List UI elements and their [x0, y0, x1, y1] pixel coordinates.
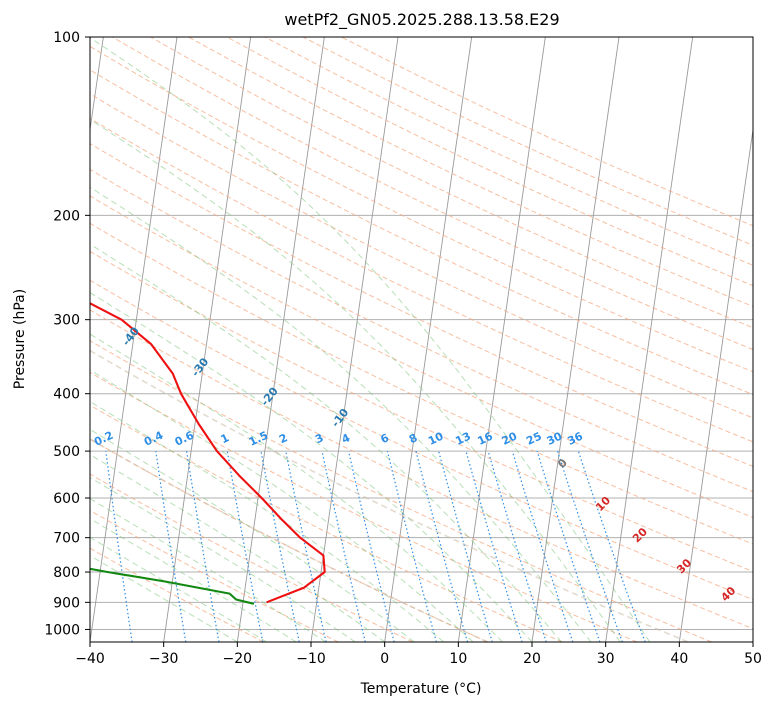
dry-adiabat: [90, 195, 753, 519]
dry-adiabat: [90, 371, 638, 642]
dry-adiabat: [90, 93, 753, 419]
dry-adiabat: [90, 69, 753, 396]
mixing-ratio-line: [511, 450, 574, 642]
y-tick-label: 800: [53, 565, 80, 581]
sounding-traces: [90, 302, 326, 605]
y-tick-label: 500: [53, 444, 80, 460]
mixing-ratio-line: [348, 450, 395, 642]
moist-adiabat: [90, 476, 356, 642]
mixing-ratio-label: 20: [500, 429, 520, 447]
dry-adiabat: [90, 222, 753, 545]
x-tick-label: 50: [744, 651, 762, 667]
isotherm: [310, 37, 399, 642]
isotherm: [90, 37, 178, 642]
y-tick-label: 300: [53, 313, 80, 329]
isotherm: [236, 37, 325, 642]
mixing-ratio-label: 13: [453, 430, 472, 448]
temperature-trace: [90, 302, 326, 604]
y-tick-label: 200: [53, 208, 80, 224]
dry-adiabat: [90, 117, 753, 443]
mixing-ratio-line: [577, 450, 646, 642]
x-tick-label: 40: [670, 651, 688, 667]
mixing-ratio-line: [386, 450, 437, 642]
y-tick-label: 100: [53, 30, 80, 46]
mixing-ratio-line: [415, 450, 469, 642]
mixing-ratio-label: 16: [476, 429, 496, 447]
mixing-ratio-line: [487, 450, 547, 642]
mixing-ratio-line: [536, 450, 601, 642]
chart-title: wetPf2_GN05.2025.288.13.58.E29: [284, 10, 559, 30]
moist-adiabat: [90, 517, 297, 642]
y-tick-label: 1000: [44, 622, 80, 638]
dry-adiabat: [90, 340, 712, 642]
moist-adiabat: [90, 369, 474, 642]
mixing-ratio-line: [321, 450, 366, 642]
moist-adiabat: [90, 454, 385, 642]
mixing-ratio-label: 10: [426, 429, 446, 447]
mixing-ratio-label: 30: [545, 429, 565, 447]
dry-adiabat: [90, 250, 753, 573]
isotherm: [678, 126, 753, 642]
moist-adiabat: [90, 243, 562, 642]
dry-adiabat: [90, 143, 753, 468]
y-axis-label: Pressure (hPa): [12, 289, 28, 389]
moist-adiabat: [90, 186, 592, 642]
mixing-ratio-line: [557, 450, 623, 642]
mixing-ratio-line: [465, 450, 523, 642]
moist-adiabat: [90, 118, 621, 642]
plot-frame: [89, 36, 754, 643]
dry-adiabat: [90, 279, 753, 601]
y-tick-label: 600: [53, 491, 80, 507]
x-tick-label: 10: [449, 651, 467, 667]
mixing-ratio-label: 25: [524, 430, 543, 448]
mixing-ratio-line: [438, 450, 493, 642]
dry-adiabat: [90, 438, 488, 642]
mixing-ratio-line: [285, 450, 327, 642]
moist-adiabat: [90, 37, 651, 642]
isotherm: [163, 37, 252, 642]
x-tick-label: −10: [296, 651, 326, 667]
background-lines: [90, 37, 753, 642]
dry-adiabat: [90, 547, 264, 642]
y-tick-label: 400: [53, 387, 80, 403]
y-tick-label: 900: [53, 595, 80, 611]
isotherm: [384, 37, 473, 642]
moist-adiabat: [90, 333, 503, 642]
x-tick-label: 20: [523, 651, 541, 667]
axis-ticks: −40 −30 −20 −10 0 10 20 30 40 50 100 200 300 400 500 60…: [44, 30, 762, 667]
moist-adiabat: [90, 536, 268, 642]
x-tick-label: −20: [223, 651, 253, 667]
x-tick-label: −40: [75, 651, 105, 667]
moist-adiabat: [90, 292, 533, 642]
mixing-ratio-line: [105, 451, 133, 642]
y-tick-label: 700: [53, 531, 80, 547]
mixing-ratio-label: 36: [566, 429, 586, 447]
moist-adiabat: [90, 400, 444, 642]
moist-adiabat: [90, 554, 238, 642]
mixing-ratio-line: [260, 450, 300, 642]
x-tick-label: 0: [380, 651, 389, 667]
x-tick-label: 30: [597, 651, 615, 667]
isotherm: [605, 37, 694, 642]
mixing-ratio-line: [155, 451, 187, 642]
x-tick-label: −30: [149, 651, 179, 667]
dry-adiabat: [90, 309, 753, 630]
x-axis-label: Temperature (°C): [360, 681, 482, 697]
